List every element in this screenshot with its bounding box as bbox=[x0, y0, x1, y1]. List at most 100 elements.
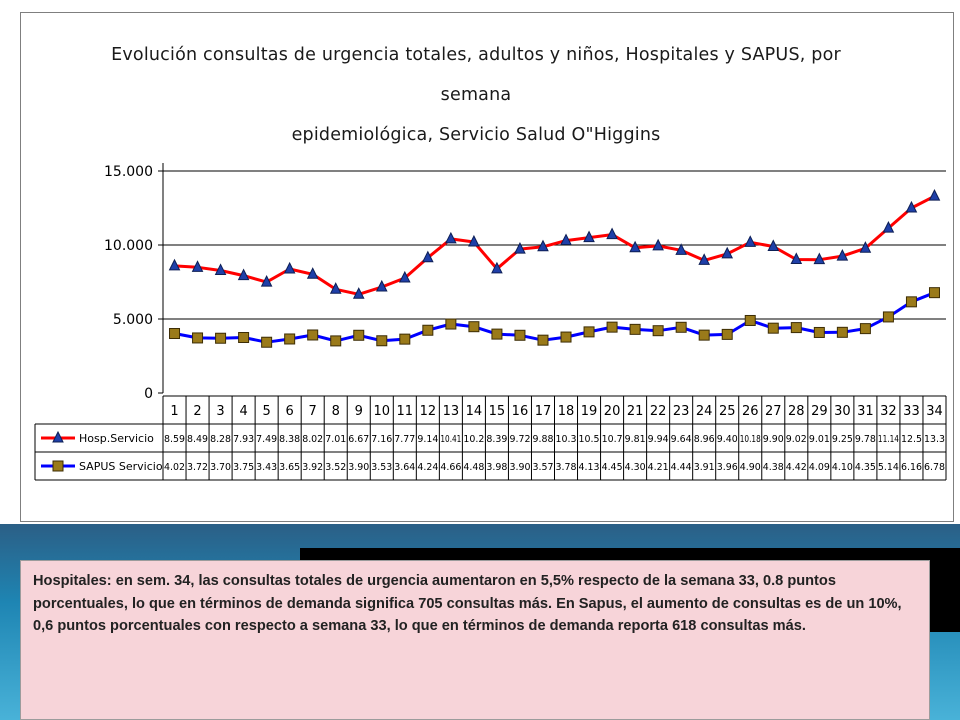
data-point bbox=[744, 235, 757, 247]
data-point bbox=[583, 326, 595, 338]
x-tick-label: 27 bbox=[765, 404, 782, 419]
x-tick-label: 7 bbox=[309, 404, 317, 419]
data-label: 10.18 bbox=[740, 434, 761, 445]
data-label: 3.57 bbox=[532, 462, 553, 473]
x-tick-label: 15 bbox=[489, 404, 506, 419]
data-point bbox=[514, 329, 526, 341]
data-point bbox=[514, 242, 526, 254]
x-tick-label: 14 bbox=[466, 404, 483, 419]
data-point bbox=[560, 233, 572, 246]
data-label: 3.90 bbox=[348, 462, 369, 473]
data-point bbox=[191, 260, 204, 272]
data-label: 13.3 bbox=[924, 434, 945, 445]
data-label: 8.39 bbox=[486, 434, 507, 445]
x-tick-label: 6 bbox=[286, 404, 294, 419]
data-point bbox=[606, 227, 618, 240]
data-point bbox=[375, 279, 388, 292]
data-point bbox=[52, 430, 64, 443]
data-point bbox=[882, 311, 894, 323]
data-label: 4.45 bbox=[602, 462, 623, 473]
data-point bbox=[629, 323, 641, 335]
data-label: 9.25 bbox=[832, 434, 853, 445]
x-tick-label: 19 bbox=[581, 404, 598, 419]
data-label: 4.02 bbox=[164, 462, 185, 473]
data-point bbox=[214, 263, 227, 275]
data-point bbox=[330, 335, 342, 347]
data-point bbox=[859, 323, 871, 335]
data-point bbox=[215, 332, 227, 344]
caption-box: Hospitales: en sem. 34, las consultas to… bbox=[20, 560, 930, 720]
data-label: 10.5 bbox=[579, 434, 600, 445]
data-point bbox=[698, 253, 711, 265]
data-label: 8.49 bbox=[187, 434, 208, 445]
data-label: 4.13 bbox=[579, 462, 600, 473]
data-point bbox=[376, 335, 388, 347]
series-line-1 bbox=[174, 291, 936, 344]
chart-title: Evolución consultas de urgencia totales,… bbox=[81, 35, 871, 155]
data-label: 10.41 bbox=[440, 434, 461, 445]
y-tick-label: 10.000 bbox=[104, 238, 153, 254]
data-label: 6.78 bbox=[924, 462, 945, 473]
data-label: 10.3 bbox=[556, 434, 577, 445]
data-label: 7.16 bbox=[371, 434, 392, 445]
data-label: 10.2 bbox=[463, 434, 484, 445]
data-point bbox=[537, 334, 549, 346]
data-label: 4.30 bbox=[625, 462, 646, 473]
legend-label: SAPUS Servicio bbox=[79, 460, 163, 473]
data-label: 3.43 bbox=[256, 462, 277, 473]
x-tick-label: 13 bbox=[443, 404, 460, 419]
data-point bbox=[698, 329, 710, 341]
x-tick-label: 8 bbox=[332, 404, 340, 419]
data-point bbox=[52, 460, 64, 472]
data-point bbox=[767, 239, 780, 251]
x-tick-label: 1 bbox=[170, 404, 178, 419]
data-label: 8.38 bbox=[279, 434, 300, 445]
data-point bbox=[905, 296, 917, 308]
data-label: 4.66 bbox=[440, 462, 461, 473]
chart-title-line-1: Evolución consultas de urgencia totales,… bbox=[111, 45, 841, 105]
data-point bbox=[422, 250, 434, 263]
y-tick-label: 15.000 bbox=[104, 164, 153, 180]
data-label: 8.02 bbox=[302, 434, 323, 445]
data-point bbox=[882, 221, 895, 233]
data-label: 7.01 bbox=[325, 434, 346, 445]
data-point bbox=[813, 252, 826, 265]
data-point bbox=[283, 261, 296, 274]
chart-area: 0 5.000 10.000 15.000 1 2 3 4 5 6 7 8 9 10 11 12 13 14 15 1… bbox=[20, 12, 954, 522]
data-label: 4.10 bbox=[832, 462, 853, 473]
data-label: 9.90 bbox=[763, 434, 784, 445]
data-point bbox=[192, 332, 204, 344]
data-label: 3.72 bbox=[187, 462, 208, 473]
data-point bbox=[237, 268, 250, 281]
data-label: 9.72 bbox=[509, 434, 530, 445]
data-label: 3.78 bbox=[556, 462, 577, 473]
data-point bbox=[284, 333, 296, 345]
data-point bbox=[790, 322, 802, 334]
data-point bbox=[652, 325, 664, 337]
data-point bbox=[238, 332, 250, 343]
data-label: 8.28 bbox=[210, 434, 231, 445]
data-point bbox=[352, 287, 365, 299]
data-label: 8.59 bbox=[164, 434, 185, 445]
data-label: 5.14 bbox=[878, 462, 899, 473]
data-point bbox=[813, 326, 825, 338]
data-point bbox=[652, 238, 664, 251]
data-label: 4.24 bbox=[417, 462, 438, 473]
data-label: 7.93 bbox=[233, 434, 254, 445]
x-tick-label: 18 bbox=[558, 404, 575, 419]
data-point bbox=[767, 322, 779, 334]
data-point bbox=[422, 324, 434, 336]
data-label: 9.78 bbox=[855, 434, 876, 445]
data-point bbox=[836, 248, 849, 261]
data-point bbox=[261, 336, 273, 348]
data-point bbox=[491, 261, 503, 274]
data-label: 4.48 bbox=[463, 462, 484, 473]
data-label: 3.91 bbox=[694, 462, 715, 473]
x-tick-label: 25 bbox=[719, 404, 736, 419]
data-point bbox=[329, 282, 342, 294]
data-label: 6.67 bbox=[348, 434, 369, 445]
data-label: 9.40 bbox=[717, 434, 738, 445]
data-label: 4.35 bbox=[855, 462, 876, 473]
data-label: 7.49 bbox=[256, 434, 277, 445]
